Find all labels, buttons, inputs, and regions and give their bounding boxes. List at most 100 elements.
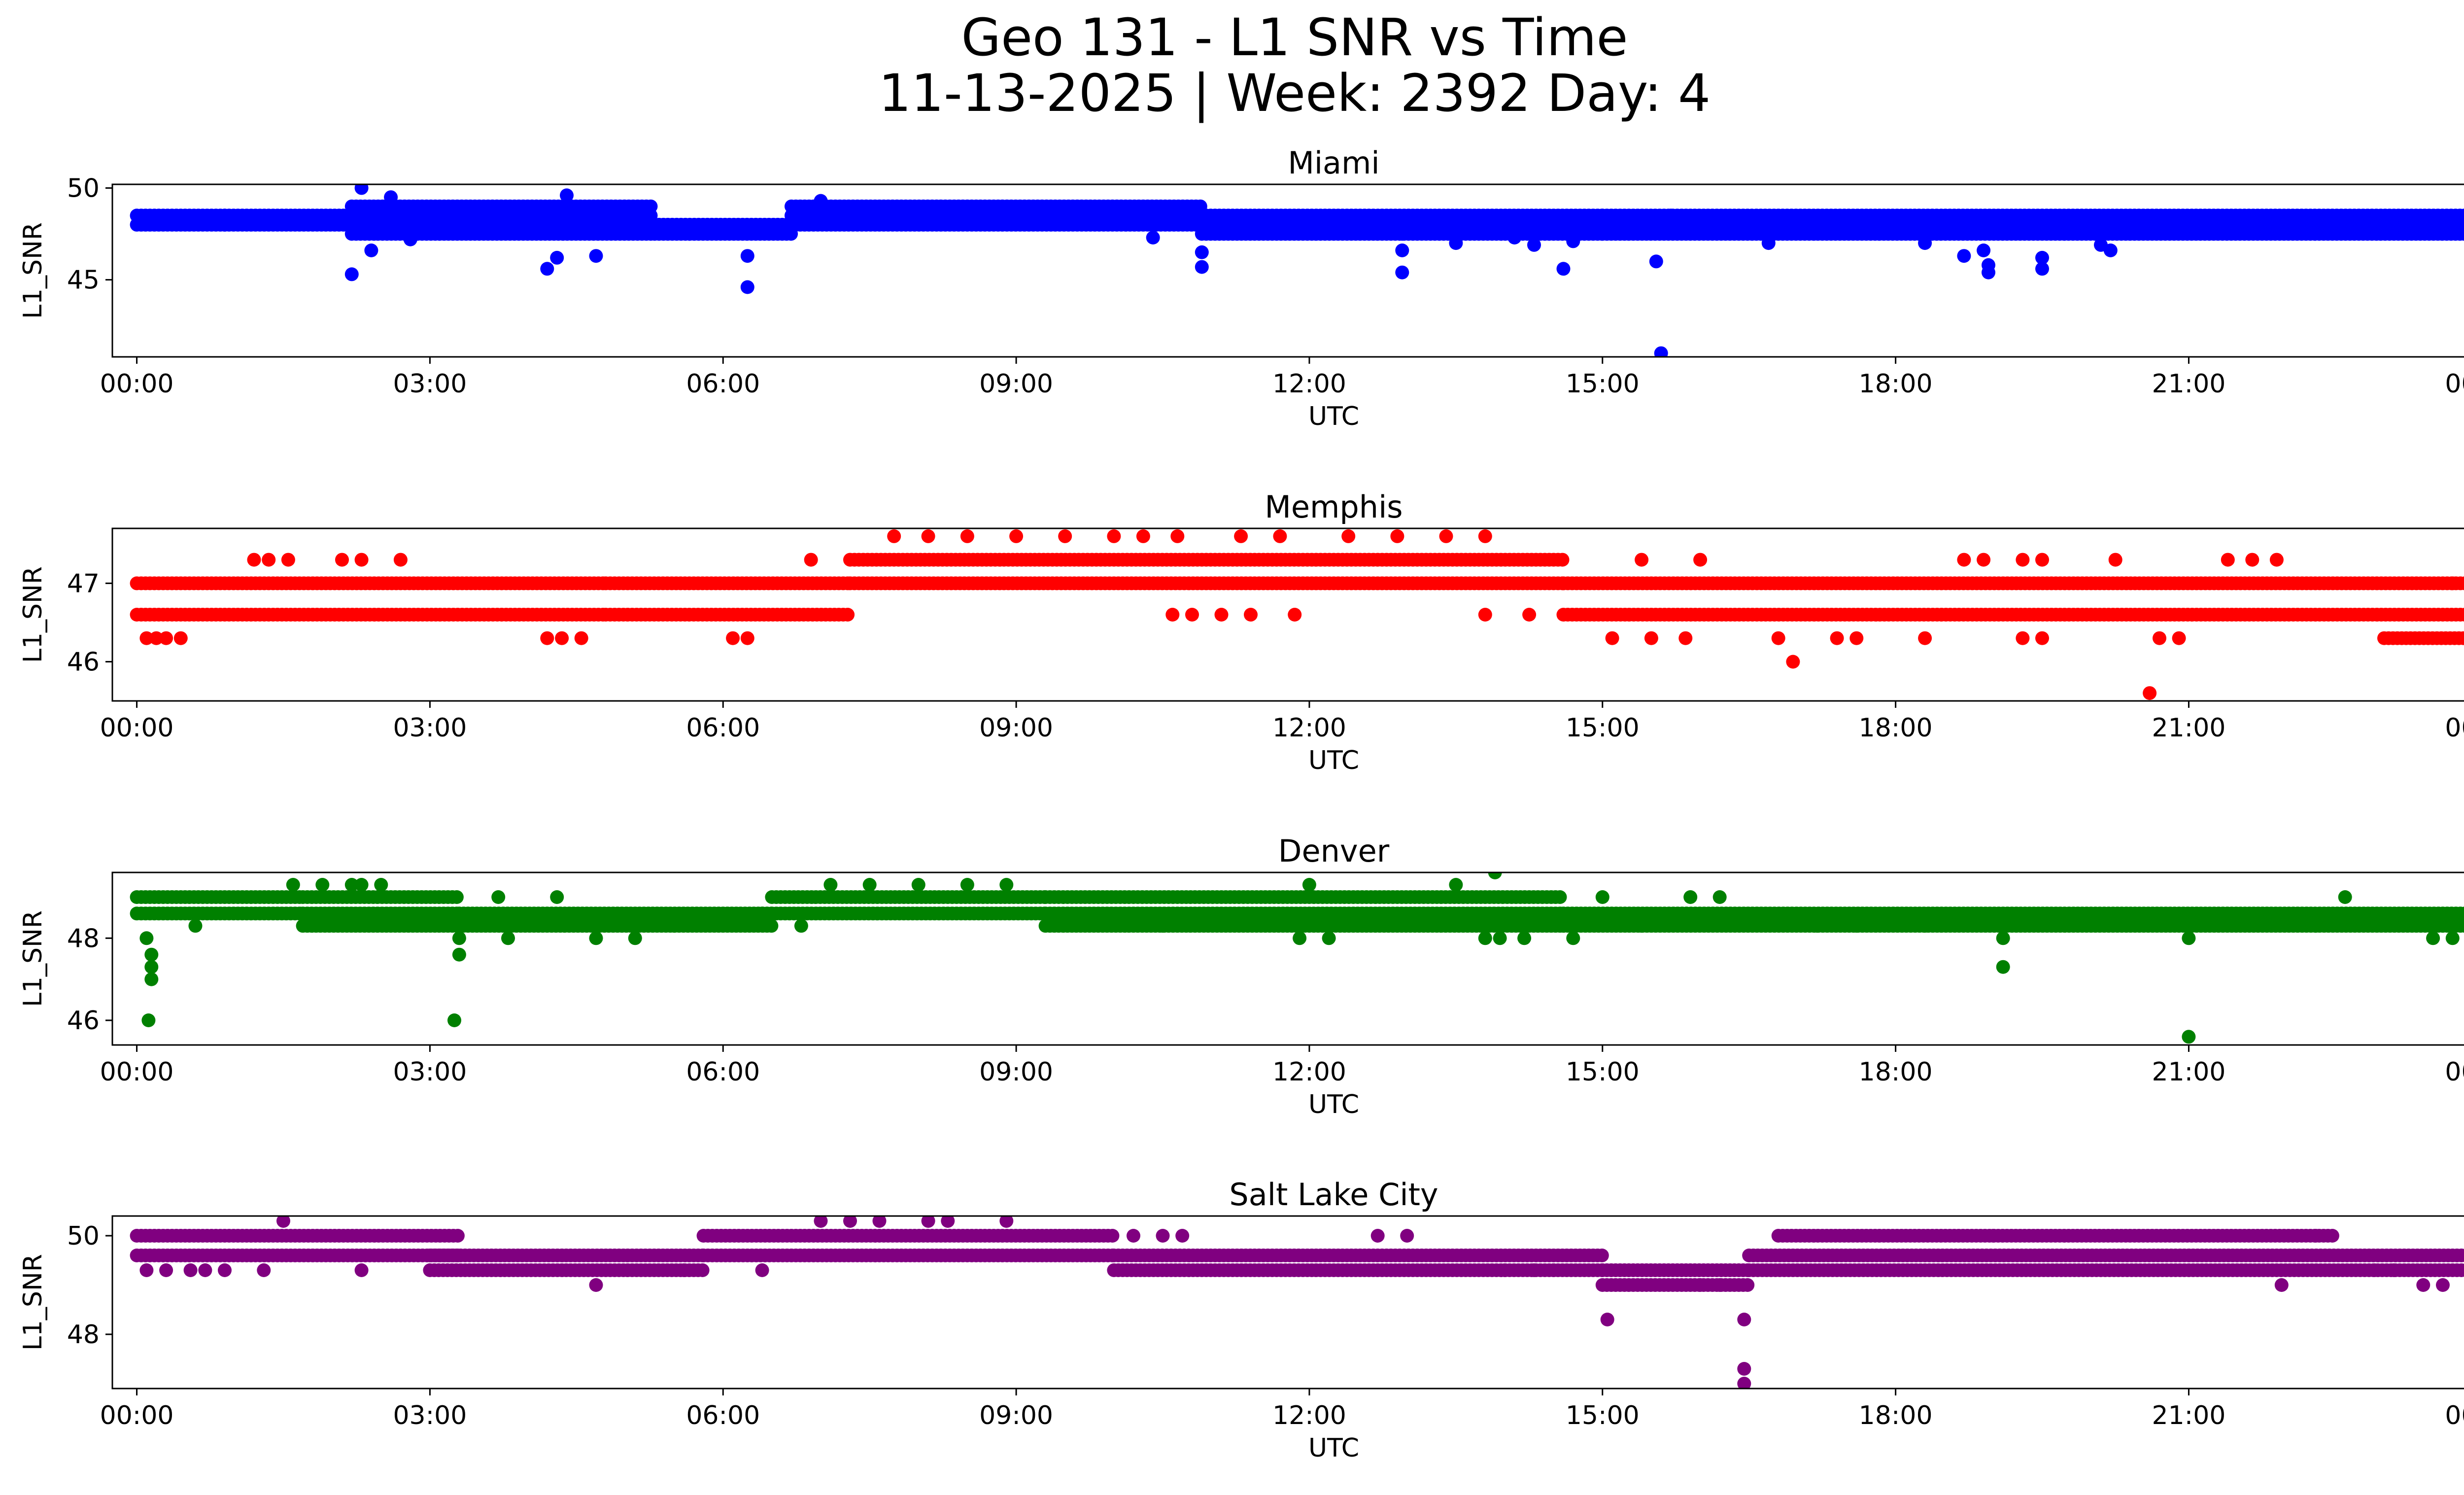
data-point-outlier [1395, 243, 1409, 257]
data-point-outlier [144, 972, 159, 986]
data-point [2462, 579, 2464, 588]
data-point-outlier [560, 188, 574, 203]
x-tick-label: 18:00 [1859, 713, 1933, 743]
subplot-title: Denver [1278, 833, 1390, 869]
data-point-outlier [141, 1013, 156, 1027]
y-axis-label: L1_SNR [18, 910, 48, 1007]
data-point-outlier [1664, 209, 1678, 223]
x-tick-label: 00:00 [2445, 713, 2464, 743]
x-tick-label: 21:00 [2152, 369, 2226, 399]
data-point-outlier [354, 553, 369, 567]
y-tick-label: 46 [67, 647, 100, 677]
data-point [2462, 610, 2464, 620]
figure-title-line2: 11-13-2025 | Week: 2392 Day: 4 [879, 63, 1711, 123]
data-point-outlier [1146, 231, 1160, 244]
data-point-outlier [1449, 236, 1463, 250]
data-point [1555, 553, 1570, 567]
x-tick-label: 03:00 [393, 369, 467, 399]
data-point-outlier [1761, 236, 1776, 250]
x-tick-label: 18:00 [1859, 1057, 1933, 1087]
y-tick-label: 45 [67, 266, 100, 295]
x-tick-label: 09:00 [979, 369, 1053, 399]
data-point-outlier [1214, 608, 1229, 622]
data-point-outlier [188, 919, 203, 933]
data-point-outlier [1107, 529, 1121, 543]
data-point-outlier [555, 631, 569, 645]
data-point-outlier [2172, 631, 2186, 645]
x-tick-label: 18:00 [1859, 369, 1933, 399]
data-point-outlier [2035, 250, 2049, 265]
data-point [449, 890, 464, 904]
data-point-outlier [1654, 346, 1668, 357]
subplot-title: Memphis [1265, 489, 1403, 525]
data-point-outlier [1527, 238, 1541, 252]
data-point-outlier [1849, 919, 1864, 933]
data-point-outlier [1488, 872, 1502, 879]
x-tick-label: 06:00 [686, 369, 760, 399]
data-point-outlier [1595, 890, 1609, 904]
data-point-outlier [1849, 631, 1864, 645]
data-point-outlier [2035, 631, 2049, 645]
data-point-outlier [1644, 631, 1658, 645]
data-point-outlier [804, 553, 818, 567]
data-point-outlier [491, 890, 506, 904]
data-point-outlier [2338, 890, 2352, 904]
data-point-outlier [2182, 931, 2196, 945]
data-point-outlier [2035, 262, 2049, 276]
data-point-outlier [1712, 890, 1727, 904]
data-point-outlier [1478, 931, 1492, 945]
data-point-outlier [1918, 919, 1932, 933]
data-points [130, 529, 2464, 700]
data-point-outlier [2221, 553, 2235, 567]
x-tick-label: 00:00 [100, 1057, 174, 1087]
data-point [2458, 576, 2464, 591]
data-point-outlier [344, 878, 359, 892]
data-point-outlier [2445, 576, 2460, 591]
data-point-outlier [823, 878, 838, 892]
data-point-outlier [374, 878, 388, 892]
data-point-outlier [139, 631, 154, 645]
data-point-outlier [384, 190, 398, 205]
data-point-outlier [2426, 931, 2440, 945]
data-points [130, 184, 2464, 357]
data-point-outlier [159, 631, 173, 645]
data-points [130, 872, 2464, 1044]
figure-title-line1: Geo 131 - L1 SNR vs Time [961, 7, 1628, 68]
subplot-title: Salt Lake City [1229, 1177, 1438, 1213]
data-point-outlier [144, 947, 159, 962]
data-point-outlier [315, 878, 330, 892]
data-point-outlier [393, 553, 408, 567]
data-point-outlier [2016, 631, 2030, 645]
y-axis-label: L1_SNR [18, 222, 48, 319]
x-tick-label: 12:00 [1272, 1057, 1346, 1087]
data-point-outlier [1957, 553, 1971, 567]
x-tick-label: 00:00 [2445, 369, 2464, 399]
data-point-outlier [501, 931, 515, 945]
data-point [1595, 1249, 1609, 1262]
data-point [2462, 210, 2464, 221]
x-tick-label: 00:00 [100, 369, 174, 399]
data-point-outlier [1635, 553, 1649, 567]
data-point-outlier [1439, 529, 1453, 543]
data-point-outlier [589, 249, 603, 263]
data-point-outlier [755, 906, 769, 921]
data-point-outlier [1507, 231, 1522, 244]
data-point-outlier [1170, 529, 1185, 543]
x-tick-label: 21:00 [2152, 713, 2226, 743]
x-tick-label: 09:00 [979, 1057, 1053, 1087]
x-tick-label: 21:00 [2152, 1057, 2226, 1087]
data-point-outlier [344, 267, 359, 281]
data-point-outlier [960, 529, 974, 543]
x-tick-label: 15:00 [1566, 1057, 1640, 1087]
data-point-outlier [1566, 234, 1580, 248]
data-point-outlier [1234, 529, 1248, 543]
data-point-outlier [1605, 631, 1619, 645]
x-axis-label: UTC [1308, 746, 1359, 775]
data-point-outlier [2245, 553, 2259, 567]
data-point-outlier [1683, 890, 1698, 904]
data-point-outlier [1395, 265, 1409, 279]
data-point [764, 919, 779, 933]
